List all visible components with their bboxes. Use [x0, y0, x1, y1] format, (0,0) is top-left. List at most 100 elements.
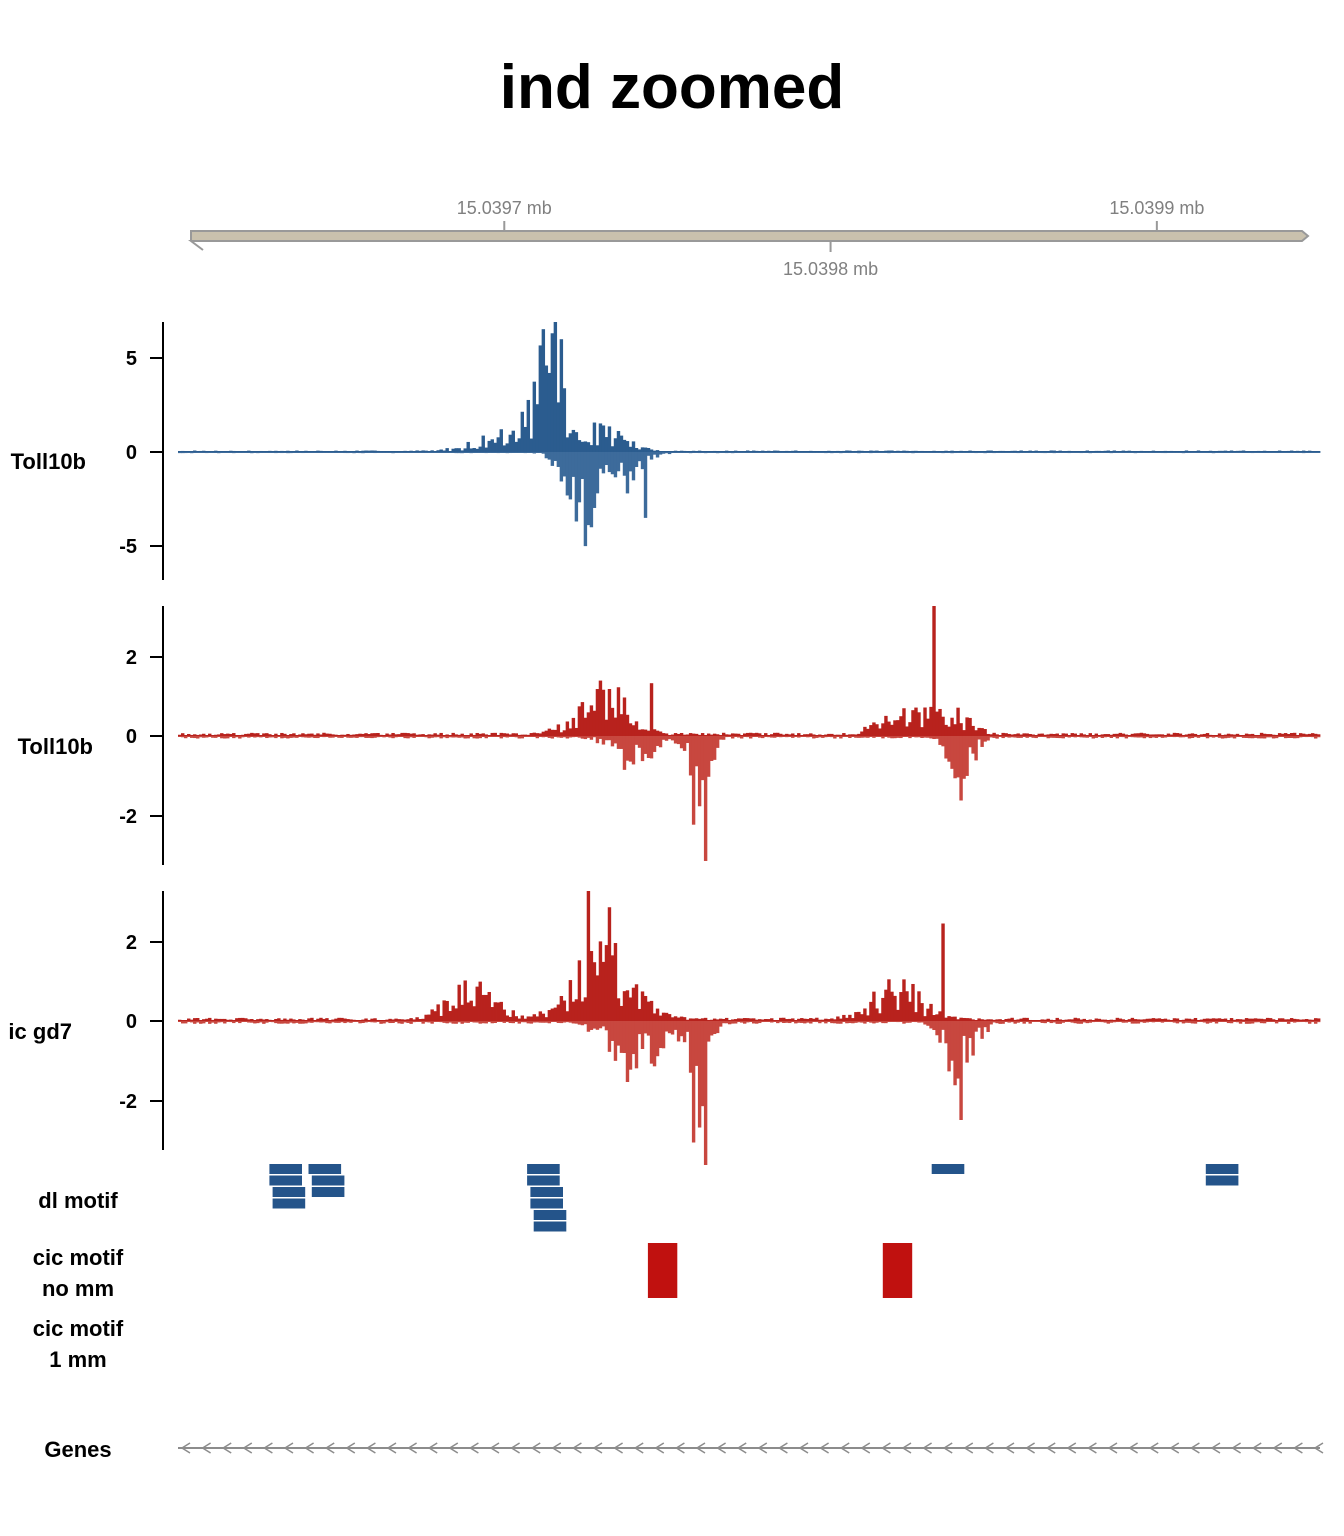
coverage-bar-negative	[337, 452, 341, 453]
coverage-bar-negative	[1070, 736, 1074, 737]
coverage-bar-positive	[496, 1002, 500, 1021]
coverage-bar-positive	[953, 1016, 957, 1021]
coverage-bar-negative	[313, 736, 317, 739]
coverage-bar-negative	[989, 736, 993, 738]
coverage-bar-negative	[1082, 452, 1086, 453]
cic-motif-1mm-label-2: 1 mm	[49, 1347, 106, 1372]
coverage-bar-negative	[1013, 452, 1017, 453]
coverage-bar-negative	[715, 1021, 720, 1034]
coverage-bar-negative	[469, 1021, 473, 1022]
coverage-bar-positive	[1118, 1018, 1123, 1021]
coverage-bar-negative	[490, 1021, 494, 1024]
coverage-bar-negative	[1121, 452, 1126, 453]
gene-strand-chevron	[262, 1442, 273, 1454]
coverage-bar-negative	[896, 452, 900, 453]
coverage-bar-positive	[460, 1004, 464, 1021]
coverage-bar-negative	[421, 1021, 425, 1024]
coverage-bar-negative	[697, 1021, 702, 1128]
coverage-bar-negative	[448, 736, 452, 738]
coverage-bar-negative	[565, 1021, 570, 1023]
coverage-bar-negative	[1151, 452, 1156, 453]
coverage-bar-negative	[1082, 1021, 1086, 1023]
coverage-bar-positive	[232, 450, 236, 452]
coverage-bar-positive	[346, 451, 350, 452]
coverage-bar-negative	[1022, 736, 1026, 737]
coverage-bar-negative	[517, 1021, 521, 1024]
coverage-bar-negative	[1148, 1021, 1153, 1022]
coverage-bar-positive	[652, 1013, 657, 1021]
coverage-bar-negative	[929, 736, 933, 739]
coverage-bar-positive	[1289, 733, 1294, 736]
coverage-bar-positive	[809, 450, 813, 452]
coverage-bar-negative	[658, 1021, 663, 1049]
coverage-bar-negative	[523, 452, 528, 454]
coverage-bar-positive	[412, 1019, 416, 1021]
coverage-bar-positive	[1046, 451, 1050, 452]
coverage-bar-positive	[1178, 733, 1183, 736]
coverage-bar-positive	[703, 451, 708, 452]
coverage-bar-negative	[421, 736, 425, 737]
coverage-bar-negative	[1223, 1021, 1228, 1022]
track1-yaxis: 5 0 -5	[119, 322, 164, 580]
coverage-bar-positive	[1190, 733, 1195, 736]
coverage-bar-positive	[1049, 1019, 1053, 1021]
coverage-bar-positive	[953, 451, 957, 452]
gene-strand-chevron	[1272, 1442, 1283, 1454]
coverage-bar-positive	[208, 733, 212, 736]
gene-strand-chevron	[695, 1442, 706, 1454]
coverage-bar-negative	[1172, 452, 1177, 453]
coverage-bar-positive	[730, 451, 735, 452]
coverage-bar-positive	[878, 451, 882, 452]
coverage-bar-negative	[848, 452, 852, 454]
coverage-bar-negative	[718, 736, 723, 740]
coverage-bar-positive	[703, 735, 708, 736]
coverage-bar-positive	[322, 732, 326, 736]
coverage-bar-positive	[1175, 451, 1180, 452]
coverage-bar-negative	[331, 1021, 335, 1023]
coverage-bar-positive	[977, 1018, 981, 1021]
coverage-bar-negative	[658, 452, 663, 455]
coverage-bar-negative	[493, 452, 497, 453]
coverage-bar-positive	[923, 451, 927, 452]
coverage-bar-positive	[854, 1012, 858, 1021]
coverage-bar-negative	[1154, 1021, 1159, 1022]
coverage-bar-positive	[712, 450, 717, 452]
coverage-bar-positive	[1268, 1018, 1273, 1021]
coverage-bar-positive	[457, 734, 461, 736]
coverage-bar-negative	[1037, 1021, 1041, 1022]
coverage-bar-negative	[1142, 1021, 1147, 1023]
coverage-bar-positive	[797, 451, 801, 452]
coverage-bar-positive	[1193, 733, 1198, 736]
coverage-bar-negative	[397, 452, 401, 453]
coverage-bar-positive	[758, 733, 762, 736]
gene-strand-chevron	[386, 1442, 397, 1454]
coverage-bar-positive	[1259, 451, 1264, 452]
coverage-bar-positive	[610, 955, 615, 1021]
coverage-bar-positive	[1172, 732, 1177, 736]
coverage-bar-negative	[1178, 452, 1183, 453]
track3-tick-neg: -2	[119, 1091, 137, 1113]
coverage-bar-negative	[478, 1021, 482, 1024]
coverage-bar-positive	[1037, 451, 1041, 452]
coverage-bar-negative	[1304, 1021, 1309, 1023]
coverage-bar-positive	[334, 734, 338, 736]
coverage-bar-positive	[430, 1009, 434, 1021]
coverage-bar-positive	[1229, 1018, 1234, 1021]
coverage-bar-positive	[1301, 733, 1306, 736]
coverage-bar-positive	[406, 1019, 410, 1021]
coverage-bar-negative	[301, 452, 305, 454]
coverage-bar-positive	[1190, 451, 1195, 452]
coverage-bar-positive	[553, 729, 558, 736]
coverage-bar-negative	[1142, 452, 1147, 453]
coverage-bar-positive	[791, 1018, 795, 1021]
coverage-bar-negative	[785, 1021, 789, 1023]
coverage-bar-negative	[1271, 1021, 1276, 1022]
coverage-bar-positive	[887, 979, 891, 1021]
coverage-bar-positive	[1004, 451, 1008, 452]
coverage-bar-negative	[1238, 452, 1243, 453]
coverage-bar-positive	[866, 1015, 870, 1021]
coverage-bar-negative	[292, 736, 296, 738]
coverage-bar-negative	[679, 452, 684, 453]
coverage-bar-negative	[1004, 1021, 1008, 1022]
coverage-bar-positive	[1316, 734, 1321, 736]
